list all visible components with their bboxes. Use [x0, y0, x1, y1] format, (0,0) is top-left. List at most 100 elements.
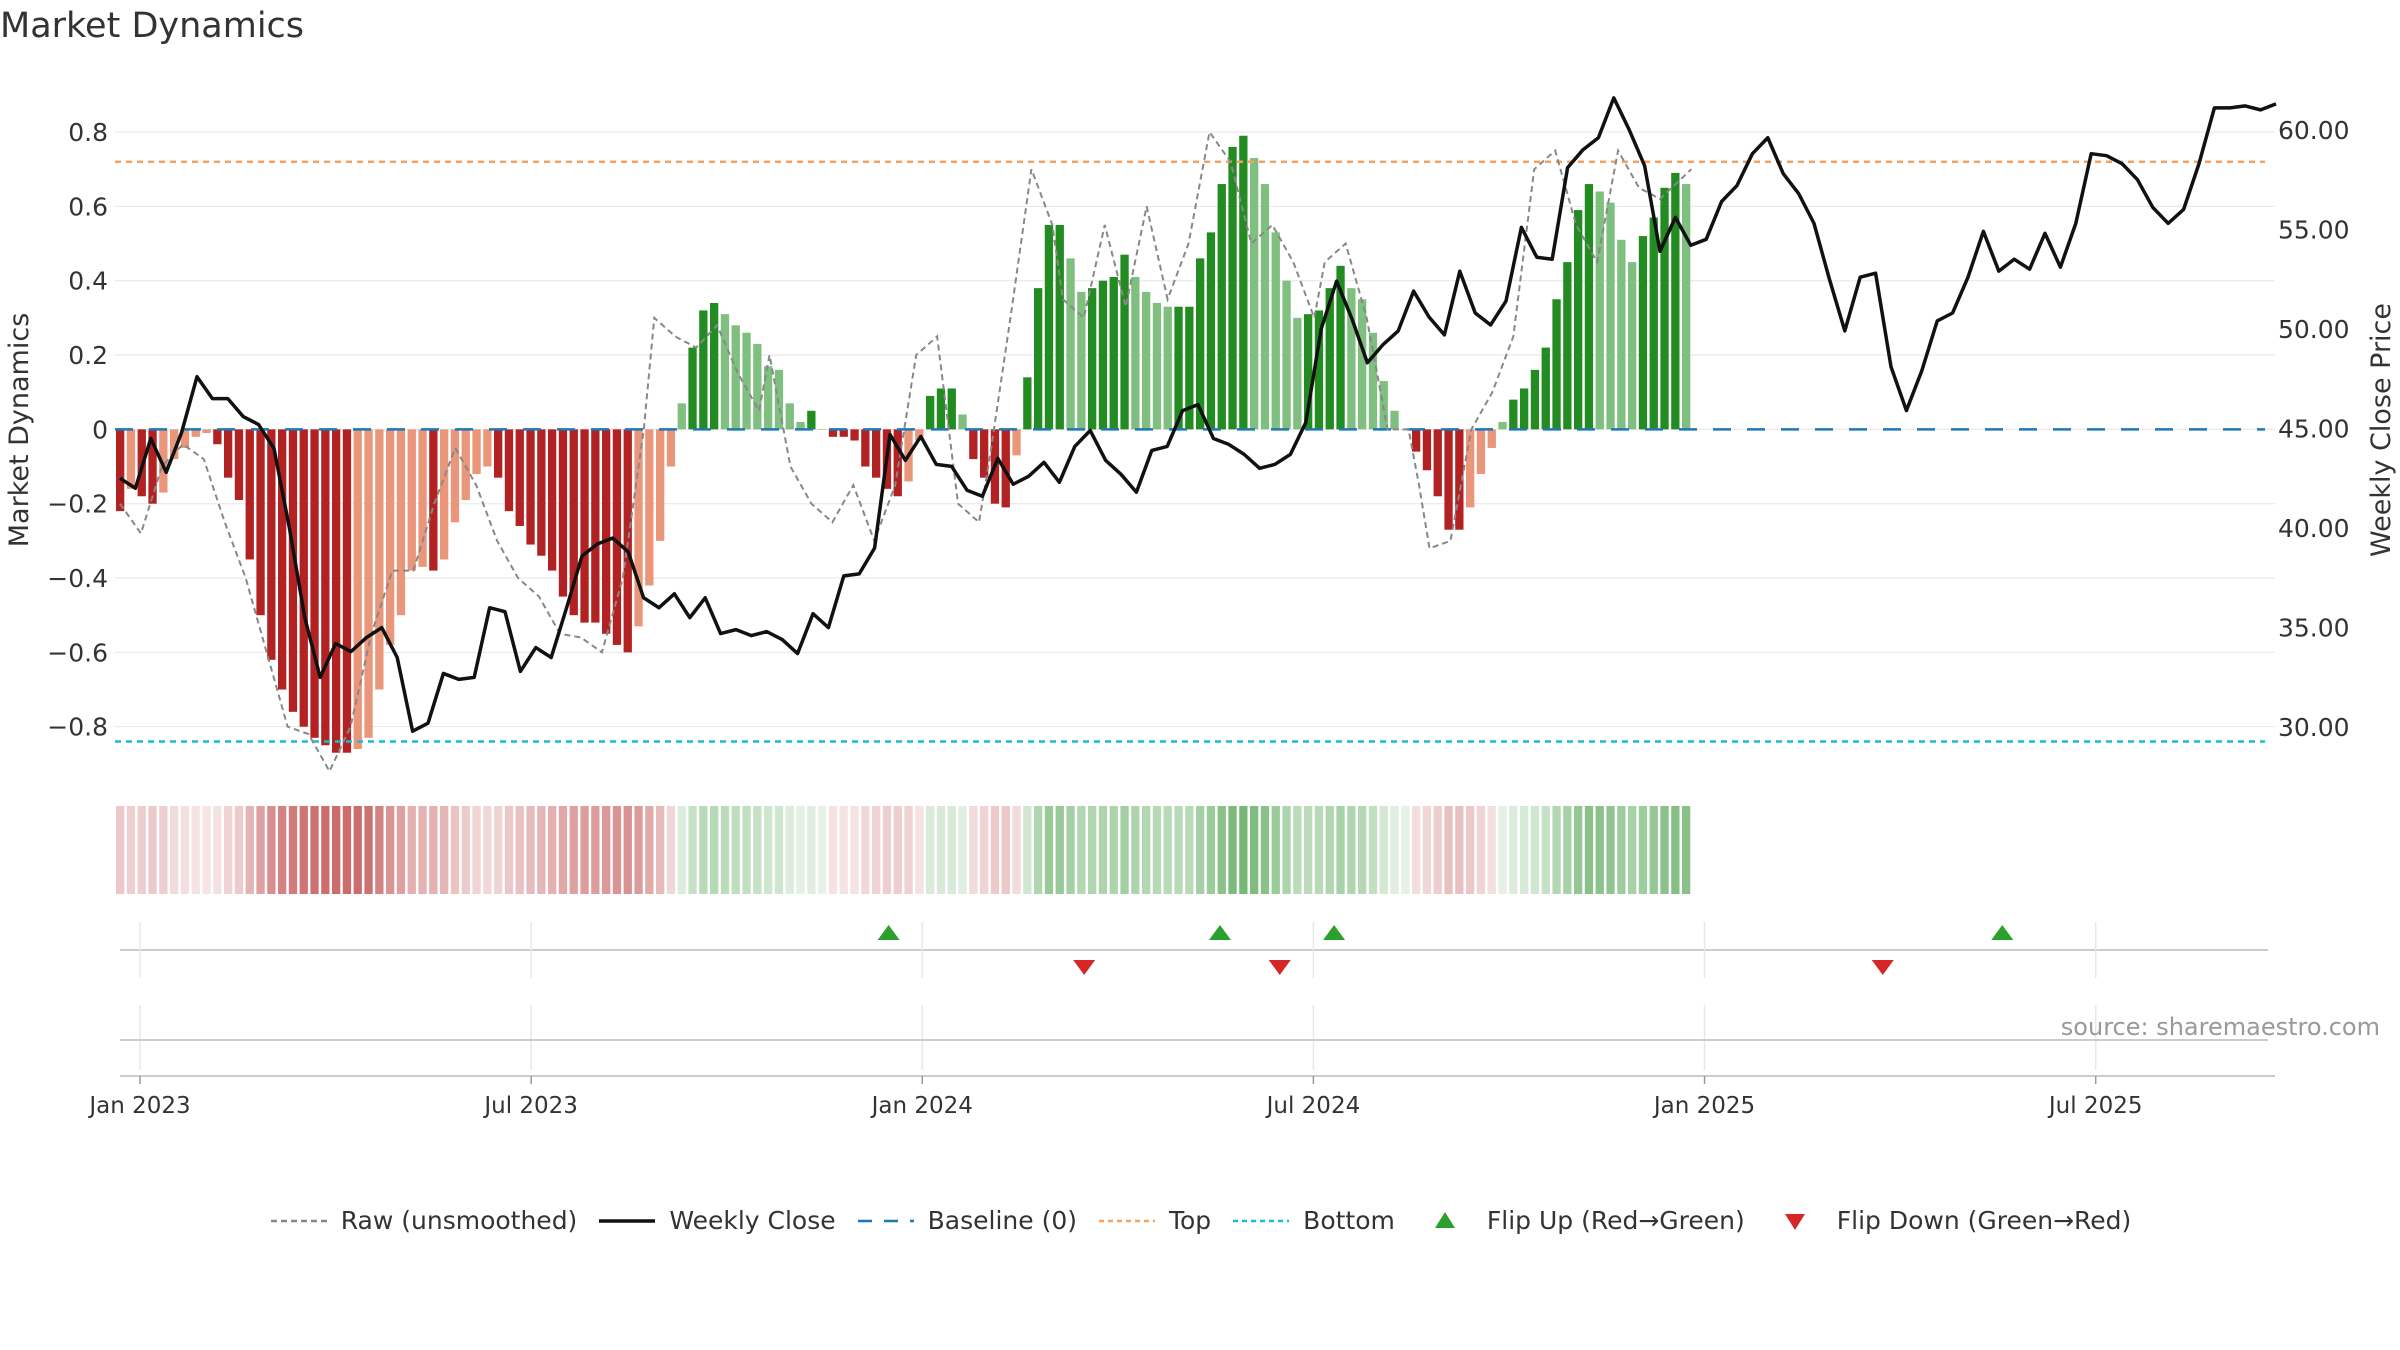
dynamics-bar	[1055, 224, 1064, 430]
dynamics-bar	[850, 429, 859, 441]
dynamics-bar	[234, 429, 244, 500]
dynamics-bar	[666, 429, 676, 467]
dynamics-bar	[893, 429, 902, 497]
dynamics-bar	[1368, 332, 1378, 430]
heat-cell	[602, 806, 611, 894]
dynamics-bar	[1152, 302, 1162, 430]
dynamics-bar	[504, 429, 514, 512]
dynamics-bar	[742, 332, 751, 430]
heat-cell	[958, 806, 967, 894]
heat-cell	[569, 806, 578, 894]
heat-cell	[1660, 806, 1669, 894]
heat-cell	[591, 806, 600, 894]
heat-cell	[1433, 806, 1442, 894]
dynamics-bar	[1304, 314, 1313, 430]
heat-cell	[623, 806, 632, 894]
heat-cell	[321, 806, 330, 894]
y-right-tick-label: 55.00	[2278, 215, 2350, 244]
dynamics-bar	[1217, 184, 1226, 430]
heat-cell	[1034, 806, 1043, 894]
heat-cell	[1595, 806, 1604, 894]
dynamics-bar	[256, 429, 265, 616]
heat-cell	[796, 806, 805, 894]
heat-cell	[904, 806, 913, 894]
dynamics-bar	[537, 429, 546, 556]
heat-cell	[526, 806, 535, 894]
y-left-tick-label: 0.6	[68, 192, 108, 221]
dynamics-bar	[1412, 429, 1421, 452]
axes: 0.8 0.6 0.4 0.2 0 −0.2 −0.4 −0.6 −0.8 60.00 55.00 5…	[47, 116, 2349, 742]
heat-cell	[1109, 806, 1118, 894]
x-tick-label: Jan 2024	[870, 1093, 973, 1119]
dynamics-bar	[170, 429, 179, 460]
y-left-tick-label: 0.8	[68, 118, 108, 147]
heat-cell	[1563, 806, 1572, 894]
y-left-tick-label: 0.2	[68, 341, 108, 370]
heat-cell	[1098, 806, 1108, 894]
dynamics-bar	[688, 347, 697, 430]
legend: Raw (unsmoothed) Weekly Close Baseline (0)…	[0, 1206, 2400, 1235]
heat-cell	[353, 806, 362, 894]
heat-cell	[785, 806, 794, 894]
legend-label-bottom: Bottom	[1303, 1206, 1395, 1235]
flip-down-marker	[1268, 960, 1291, 975]
heat-cell	[418, 806, 427, 894]
dynamics-bar	[645, 429, 654, 586]
heat-cell	[1196, 806, 1205, 894]
heat-cell	[429, 806, 438, 894]
heat-cell	[1088, 806, 1097, 894]
dynamics-bar	[483, 429, 492, 467]
heat-cell	[332, 806, 341, 894]
legend-item-bottom: Bottom	[1231, 1206, 1395, 1235]
heat-cell	[634, 806, 643, 894]
dynamics-bar	[1552, 299, 1561, 430]
y-left-tick-label: 0.4	[68, 267, 108, 296]
dynamics-bar	[342, 429, 352, 753]
dynamics-bar	[926, 395, 935, 430]
heat-cell	[677, 806, 686, 894]
heat-cell	[494, 806, 503, 894]
dynamics-bar	[1584, 184, 1594, 430]
heat-cell	[915, 806, 924, 894]
dynamics-bar	[526, 429, 535, 545]
dynamics-bar	[1455, 429, 1464, 530]
heat-cell	[1520, 806, 1529, 894]
dynamics-bar	[656, 429, 665, 541]
heat-cell	[364, 806, 373, 894]
legend-swatch-close	[599, 1218, 656, 1223]
heat-cell	[1228, 806, 1237, 894]
dynamics-bar	[969, 429, 978, 460]
dynamics-bar	[828, 429, 838, 437]
dynamics-bar	[699, 310, 708, 430]
heat-cell	[1466, 806, 1475, 894]
y-right-tick-label: 45.00	[2278, 414, 2350, 443]
heat-cell	[1044, 806, 1054, 894]
heat-cell	[1498, 806, 1507, 894]
legend-swatch-raw	[270, 1219, 327, 1222]
heat-cell	[580, 806, 589, 894]
heat-cell	[159, 806, 168, 894]
dynamics-bar	[396, 429, 406, 616]
dynamics-bar	[1444, 429, 1453, 530]
heat-cell	[1606, 806, 1615, 894]
heat-cell	[116, 806, 125, 894]
dynamics-bar	[1239, 135, 1248, 430]
legend-swatch-flip_down	[1784, 1213, 1805, 1230]
heat-cell	[504, 806, 514, 894]
heat-cell	[537, 806, 546, 894]
flip-down-marker	[1871, 960, 1894, 975]
heat-cell	[342, 806, 352, 894]
source-label: source: sharemaestro.com	[2060, 1013, 2380, 1041]
heat-cell	[1390, 806, 1399, 894]
dynamics-bar	[310, 429, 319, 738]
dynamics-bar	[915, 429, 924, 441]
dynamics-bar	[1163, 306, 1172, 430]
heat-cell	[1628, 806, 1637, 894]
legend-item-top: Top	[1097, 1206, 1211, 1235]
dynamics-bar	[407, 429, 416, 571]
dynamics-bar	[515, 429, 524, 526]
dynamics-bar	[1682, 184, 1691, 430]
heat-cell	[483, 806, 492, 894]
raw-unsmoothed-line	[119, 129, 1693, 774]
heat-cell	[548, 806, 557, 894]
